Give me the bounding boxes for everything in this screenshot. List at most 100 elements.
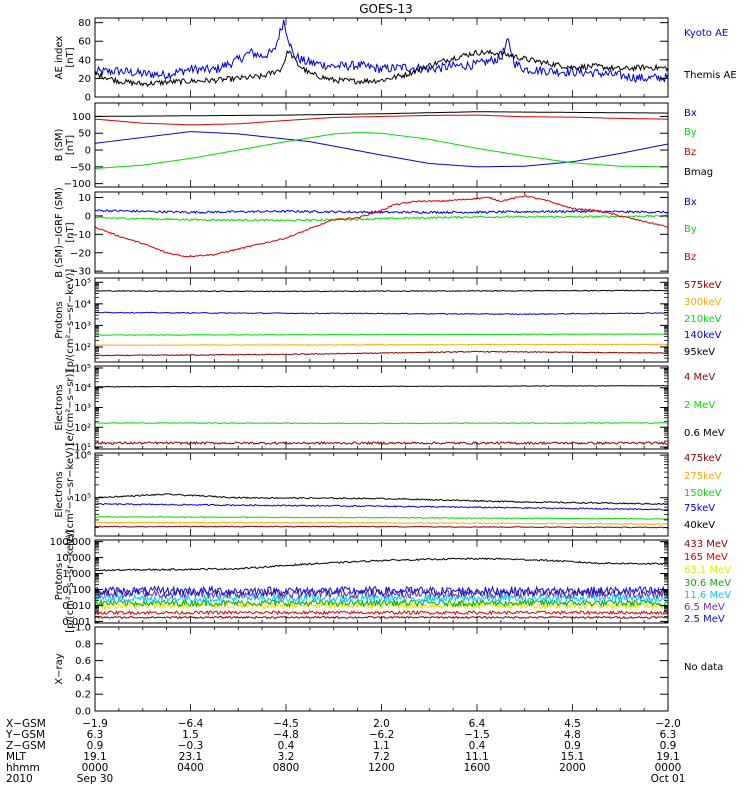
ephemeris-value: 4.5 [564, 718, 581, 730]
series-line-electrons2-3 [94, 502, 669, 511]
panel-protons2: 0.0010.0100.1001.00010.000100.000Protons… [50, 530, 732, 633]
y-tick-label: −10 [70, 230, 91, 241]
ephemeris-row-label: Y−GSM [5, 729, 45, 741]
y-axis-label-line2: [nT] [65, 47, 76, 67]
y-tick-label: 10⁵ [74, 278, 91, 289]
y-tick-label: 100.000 [50, 537, 91, 548]
y-axis-label-line1: Protons [54, 301, 65, 338]
y-axis-label: Electrons[e/(cm²−s−sr)] [54, 370, 76, 446]
y-tick-label: 0.0 [75, 707, 91, 718]
series-line-bsm-2 [94, 114, 668, 126]
ephemeris-row-label: hhmm [6, 762, 40, 774]
series-line-bigrf-2 [94, 194, 669, 258]
y-tick-label: 40 [78, 55, 91, 66]
y-axis-label-line1: X−ray [54, 653, 65, 684]
y-tick-label: 0.010 [62, 601, 91, 612]
series-line-bigrf-0 [94, 208, 669, 215]
series-line-electrons2-0 [94, 525, 669, 529]
ephemeris-table: X−GSM −1.9 −6.4 −4.5 2.0 6.4 4.5 −2.0 Y−GSM 6.3 1.… [5, 718, 685, 785]
y-tick-label: 10⁵ [74, 493, 91, 504]
ephemeris-row-label: Z−GSM [6, 740, 46, 752]
legend-entry: 63.1 MeV [684, 565, 731, 576]
legend-entry: Themis AE [683, 70, 737, 81]
y-axis-label-line1: Electrons [54, 471, 65, 517]
ephemeris-value: 0000 [82, 762, 109, 774]
y-tick-label: 100 [72, 112, 91, 123]
y-axis-label: AE index[nT] [54, 36, 76, 80]
y-axis-label: Protons[p/(cm²−s−sr−keV)] [54, 269, 76, 372]
y-tick-label: 0 [85, 93, 91, 104]
ephemeris-value: 2000 [559, 762, 586, 774]
series-line-electrons1-1 [95, 422, 669, 425]
legend-entry: 4 MeV [684, 372, 715, 383]
ephemeris-value: 6.3 [660, 729, 677, 741]
ephemeris-value: 7.2 [373, 751, 390, 763]
y-axis-label-line1: B (SM) [54, 128, 65, 161]
ephemeris-value: −2.0 [655, 718, 681, 730]
series-line-protons1-0 [94, 350, 669, 357]
legend-entry: Bz [684, 252, 696, 263]
legend-entry: 575keV [684, 280, 722, 291]
ephemeris-value: 6.4 [469, 718, 486, 730]
ephemeris-value: 0.9 [564, 740, 581, 752]
series-line-electrons2-2 [94, 515, 669, 520]
legend-entry: 2.5 MeV [684, 614, 725, 625]
ephemeris-value: 11.1 [465, 751, 488, 763]
y-axis-label-line1: Electrons [54, 384, 65, 430]
series-line-protons2-7 [94, 557, 669, 572]
y-tick-label: 10² [74, 423, 91, 434]
ephemeris-value: 0.9 [87, 740, 104, 752]
y-tick-label: 10 [78, 193, 91, 204]
y-axis-label-line2: [nT] [65, 222, 76, 242]
y-axis-label-line2: [p/(cm²−s−sr−keV)] [65, 530, 76, 633]
y-tick-label: 0.8 [75, 639, 91, 650]
y-tick-label: 10⁴ [74, 383, 91, 394]
legend-entry: Bz [684, 147, 696, 158]
y-tick-label: −50 [70, 162, 91, 173]
y-tick-label: 0.6 [75, 656, 91, 667]
y-tick-label: 10⁴ [74, 299, 91, 310]
ephemeris-value: 3.2 [278, 751, 295, 763]
y-tick-label: −20 [70, 248, 91, 259]
ephemeris-value: 0400 [177, 762, 204, 774]
series-line-ae-0 [94, 19, 669, 84]
y-tick-label: 0.001 [62, 617, 91, 628]
y-axis-label-line2: [p/(cm²−s−sr−keV)] [65, 269, 76, 372]
y-tick-label: 0 [85, 146, 91, 157]
ephemeris-value: 6.3 [87, 729, 104, 741]
panel-frame [94, 626, 669, 712]
series-line-electrons2-4 [94, 493, 669, 505]
y-axis-label-line1: Protons [54, 563, 65, 600]
series-line-protons2-6 [94, 584, 669, 598]
series-line-bsm-0 [94, 131, 669, 168]
y-tick-label: 10.000 [56, 553, 91, 564]
ephemeris-value: 1.5 [182, 729, 199, 741]
panel-frame [94, 539, 669, 624]
legend-entry: 140keV [684, 330, 722, 341]
y-axis-label: Electrons[e/(cm²−s−sr−keV)] [54, 443, 76, 546]
y-tick-label: 0.4 [75, 673, 91, 684]
ephemeris-value: 0.4 [469, 740, 486, 752]
y-tick-label: 60 [78, 37, 91, 48]
ephemeris-value: 0.4 [278, 740, 295, 752]
legend-entry: 6.5 MeV [684, 602, 725, 613]
ephemeris-row-label: MLT [6, 751, 26, 763]
ephemeris-value: 1.1 [373, 740, 390, 752]
legend-entry: Bx [684, 197, 697, 208]
ephemeris-value: −0.3 [178, 740, 204, 752]
y-tick-label: 10⁶ [74, 451, 91, 462]
y-tick-label: 20 [78, 74, 91, 85]
y-tick-label: 10³ [74, 403, 91, 414]
legend-entry: 30.6 MeV [684, 578, 731, 589]
legend-entry: 11.6 MeV [684, 590, 731, 601]
legend-entry: 475keV [684, 453, 722, 464]
series-line-electrons1-2 [94, 384, 669, 388]
legend-entry: 165 MeV [684, 552, 728, 563]
series-line-electrons2-1 [94, 521, 669, 525]
y-tick-label: 80 [78, 18, 91, 29]
